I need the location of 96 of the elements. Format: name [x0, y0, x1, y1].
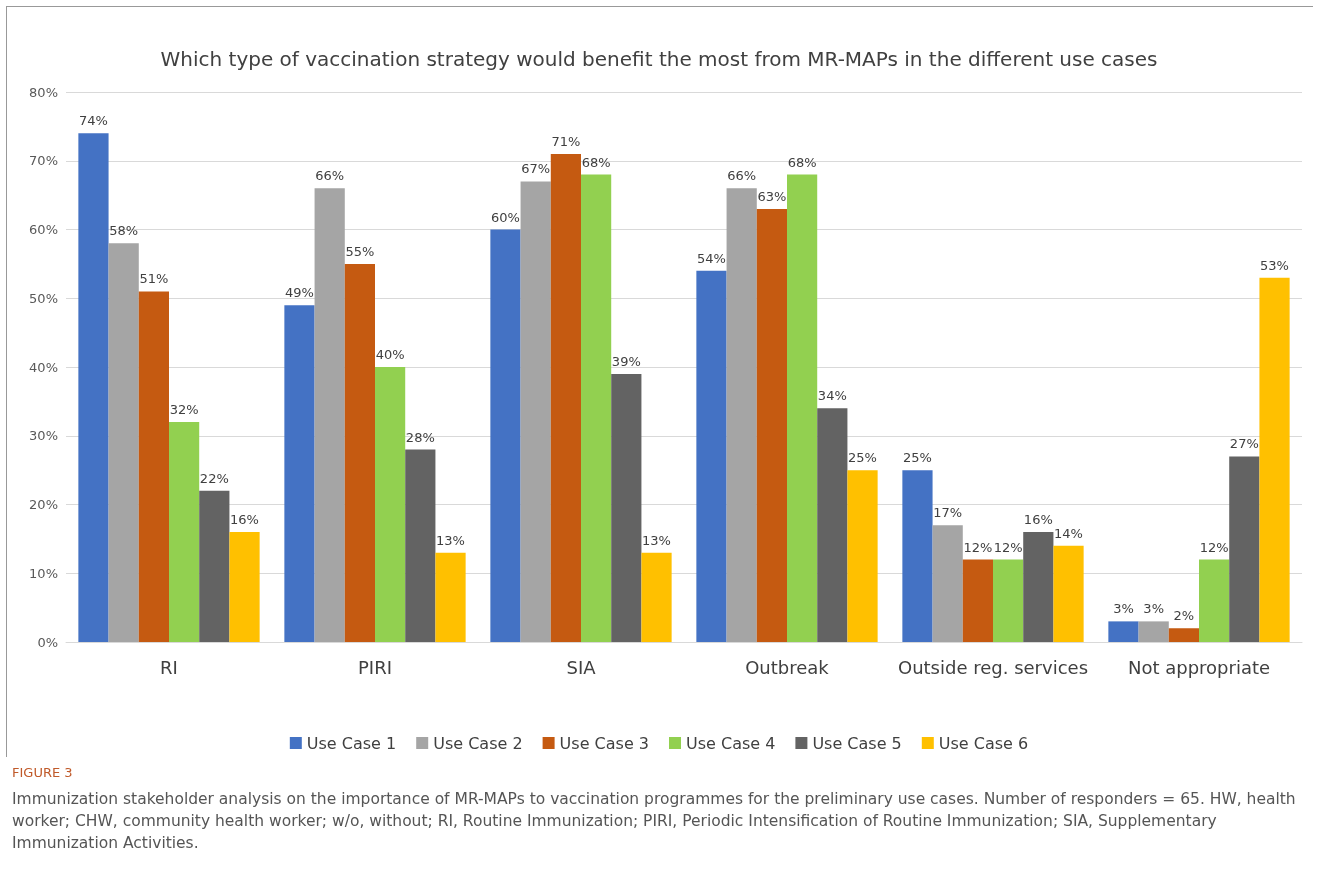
data-label: 16%	[1023, 512, 1053, 527]
data-label: 13%	[436, 532, 465, 548]
data-label: 74%	[79, 113, 108, 129]
bar	[817, 408, 848, 642]
data-label: 63%	[757, 188, 787, 204]
bar	[490, 229, 521, 642]
data-label: 32%	[169, 402, 199, 417]
bar	[314, 188, 345, 642]
bar	[229, 532, 260, 642]
data-label: 13%	[642, 532, 671, 548]
chart-title: Which type of vaccination strategy would benefit the most from MR-MAPs in the different use cases	[160, 47, 1158, 71]
data-label: 51%	[139, 271, 169, 287]
data-label: 3%	[1143, 601, 1164, 617]
data-label: 68%	[581, 154, 611, 170]
bar	[581, 174, 612, 642]
bar	[405, 449, 436, 642]
bar	[108, 243, 139, 642]
bar	[993, 559, 1024, 642]
data-label: 17%	[933, 505, 963, 521]
bar	[1023, 532, 1054, 642]
data-label: 40%	[375, 347, 405, 362]
x-tick-label: Outside reg. services	[897, 656, 1089, 678]
data-label: 34%	[817, 388, 847, 404]
data-label: 68%	[787, 154, 817, 170]
legend-label: Use Case 3	[559, 733, 650, 753]
y-tick-label: 30%	[29, 428, 58, 444]
data-label: 14%	[1054, 525, 1083, 541]
data-label: 66%	[727, 168, 757, 184]
y-tick-label: 80%	[29, 84, 58, 100]
bar	[1259, 277, 1290, 642]
data-label: 25%	[848, 450, 877, 466]
bar	[696, 270, 727, 642]
y-tick-label: 20%	[29, 497, 58, 512]
data-label: 39%	[611, 353, 641, 369]
data-label: 53%	[1260, 257, 1289, 273]
legend-label: Use Case 6	[938, 733, 1029, 753]
bar	[1229, 456, 1260, 642]
bar	[1138, 621, 1169, 642]
bar	[787, 174, 818, 642]
y-tick-label: 50%	[29, 290, 58, 306]
data-label: 12%	[993, 539, 1023, 555]
bar	[726, 188, 757, 642]
y-tick-label: 10%	[29, 565, 58, 581]
bar	[284, 305, 315, 642]
data-label: 16%	[230, 512, 259, 527]
bar	[1199, 559, 1230, 642]
legend-label: Use Case 5	[812, 733, 902, 753]
bar	[520, 181, 551, 642]
data-label: 12%	[1199, 539, 1229, 555]
data-label: 2%	[1173, 608, 1195, 624]
data-label: 66%	[315, 168, 345, 184]
bar	[962, 559, 993, 642]
bar	[847, 470, 878, 642]
x-tick-label: Not appropriate	[1127, 656, 1271, 678]
y-tick-label: 60%	[29, 222, 58, 237]
bar	[435, 552, 466, 642]
bar	[641, 552, 672, 642]
legend-label: Use Case 2	[433, 733, 523, 753]
data-label: 12%	[963, 539, 993, 555]
data-label: 27%	[1229, 436, 1259, 452]
legend-label: Use Case 4	[686, 733, 776, 753]
data-label: 55%	[345, 243, 375, 259]
data-label: 67%	[521, 161, 551, 177]
data-label: 54%	[697, 250, 726, 266]
bar	[756, 208, 787, 642]
data-label: 3%	[1113, 601, 1134, 617]
bar	[932, 525, 963, 642]
bar	[199, 490, 230, 642]
data-label: 49%	[285, 285, 314, 301]
bar	[78, 133, 109, 642]
bar	[1108, 621, 1139, 642]
y-tick-label: 70%	[29, 153, 58, 169]
text: Immunization stakeholder analysis on the importance of MR-MAPs to vaccination programmes for the preliminary use cases. Number of responders = 65. HW, health worker; CHW, community health worker; w/o, without; RI, Routine Immunization; PIRI, Periodic Intensification of Routine Immunization; SIA, Supplementary Immunization Activities.	[12, 789, 1297, 854]
bar	[169, 422, 200, 642]
bar	[344, 263, 375, 642]
x-tick-label: RI	[160, 656, 178, 678]
caption: FIGURE 3	[12, 764, 74, 782]
y-tick-label: 40%	[29, 359, 58, 375]
data-label: 25%	[903, 450, 932, 466]
bar	[1168, 628, 1199, 642]
bar	[375, 367, 406, 642]
bar	[550, 153, 581, 642]
data-label: 71%	[551, 133, 581, 149]
data-label: 60%	[491, 209, 520, 225]
legend-label: Use Case 1	[306, 733, 397, 753]
bar	[138, 291, 169, 642]
data-label: 28%	[405, 429, 435, 445]
x-tick-label: Outbreak	[745, 656, 830, 678]
x-tick-label: SIA	[566, 656, 597, 678]
data-label: 22%	[199, 470, 229, 486]
y-tick-label: 0%	[37, 634, 58, 650]
data-label: 58%	[109, 223, 139, 239]
bar	[902, 470, 933, 642]
x-tick-label: PIRI	[358, 656, 392, 678]
bar	[1053, 545, 1084, 642]
bar	[611, 373, 642, 642]
